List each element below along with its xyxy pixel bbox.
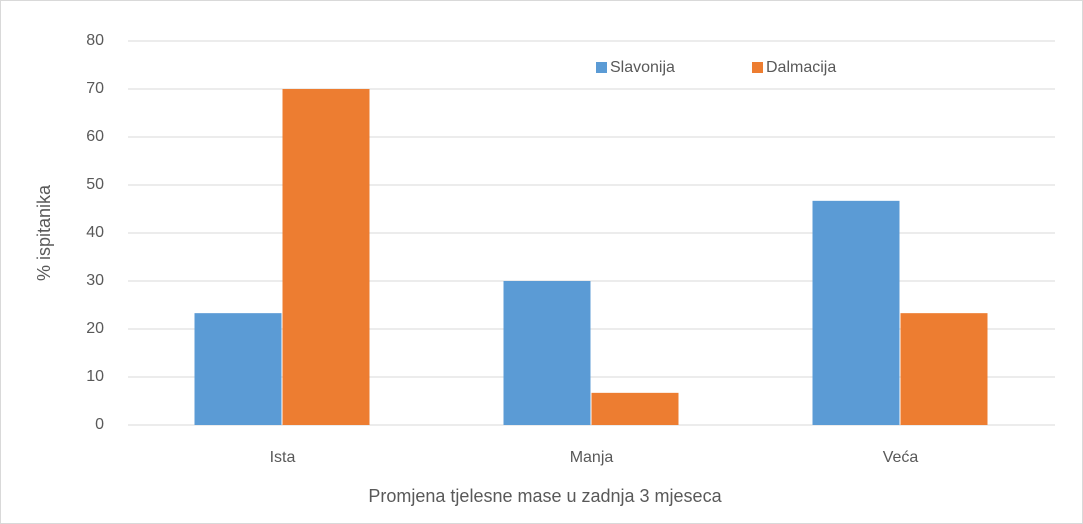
x-axis-title: Promjena tjelesne mase u zadnja 3 mjesec… [368, 486, 722, 506]
bar [591, 392, 679, 425]
y-tick-label: 30 [86, 272, 104, 289]
x-tick-label: Manja [570, 449, 614, 466]
y-tick-label: 20 [86, 320, 104, 337]
y-axis-title: % ispitanika [34, 184, 54, 281]
y-tick-label: 10 [86, 368, 104, 385]
y-tick-label: 50 [86, 176, 104, 193]
legend-swatch [596, 62, 607, 73]
y-tick-label: 0 [95, 416, 104, 433]
bar [282, 89, 370, 425]
bar [812, 200, 900, 425]
bar [194, 313, 282, 425]
y-tick-label: 60 [86, 128, 104, 145]
bar [900, 313, 988, 425]
legend-swatch [752, 62, 763, 73]
y-tick-label: 70 [86, 80, 104, 97]
legend-label: Slavonija [610, 59, 675, 76]
x-tick-label: Veća [883, 449, 919, 466]
legend-label: Dalmacija [766, 59, 836, 76]
y-tick-label: 80 [86, 32, 104, 49]
x-tick-label: Ista [270, 449, 296, 466]
bar [503, 281, 591, 425]
y-tick-label: 40 [86, 224, 104, 241]
